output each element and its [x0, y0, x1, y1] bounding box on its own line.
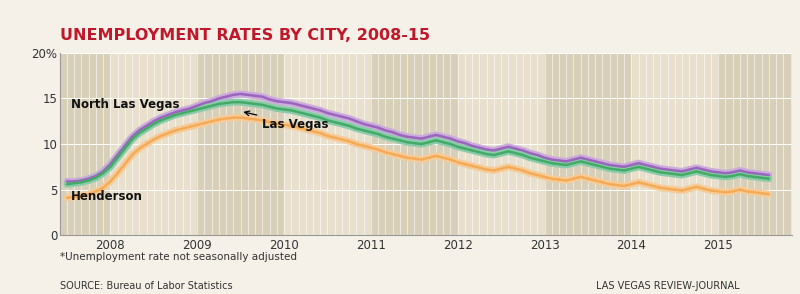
- Bar: [458, 53, 545, 235]
- Text: LAS VEGAS REVIEW-JOURNAL: LAS VEGAS REVIEW-JOURNAL: [596, 281, 740, 291]
- Bar: [631, 53, 718, 235]
- Bar: [284, 53, 371, 235]
- Text: SOURCE: Bureau of Labor Statistics: SOURCE: Bureau of Labor Statistics: [60, 281, 233, 291]
- Bar: [718, 53, 792, 235]
- Text: *Unemployment rate not seasonally adjusted: *Unemployment rate not seasonally adjust…: [60, 252, 297, 262]
- Bar: [545, 53, 631, 235]
- Text: Henderson: Henderson: [71, 190, 143, 203]
- Text: Las Vegas: Las Vegas: [245, 111, 329, 131]
- Text: North Las Vegas: North Las Vegas: [71, 98, 180, 111]
- Text: UNEMPLOYMENT RATES BY CITY, 2008-15: UNEMPLOYMENT RATES BY CITY, 2008-15: [60, 28, 430, 43]
- Bar: [371, 53, 458, 235]
- Bar: [197, 53, 284, 235]
- Bar: [60, 53, 110, 235]
- Bar: [110, 53, 197, 235]
